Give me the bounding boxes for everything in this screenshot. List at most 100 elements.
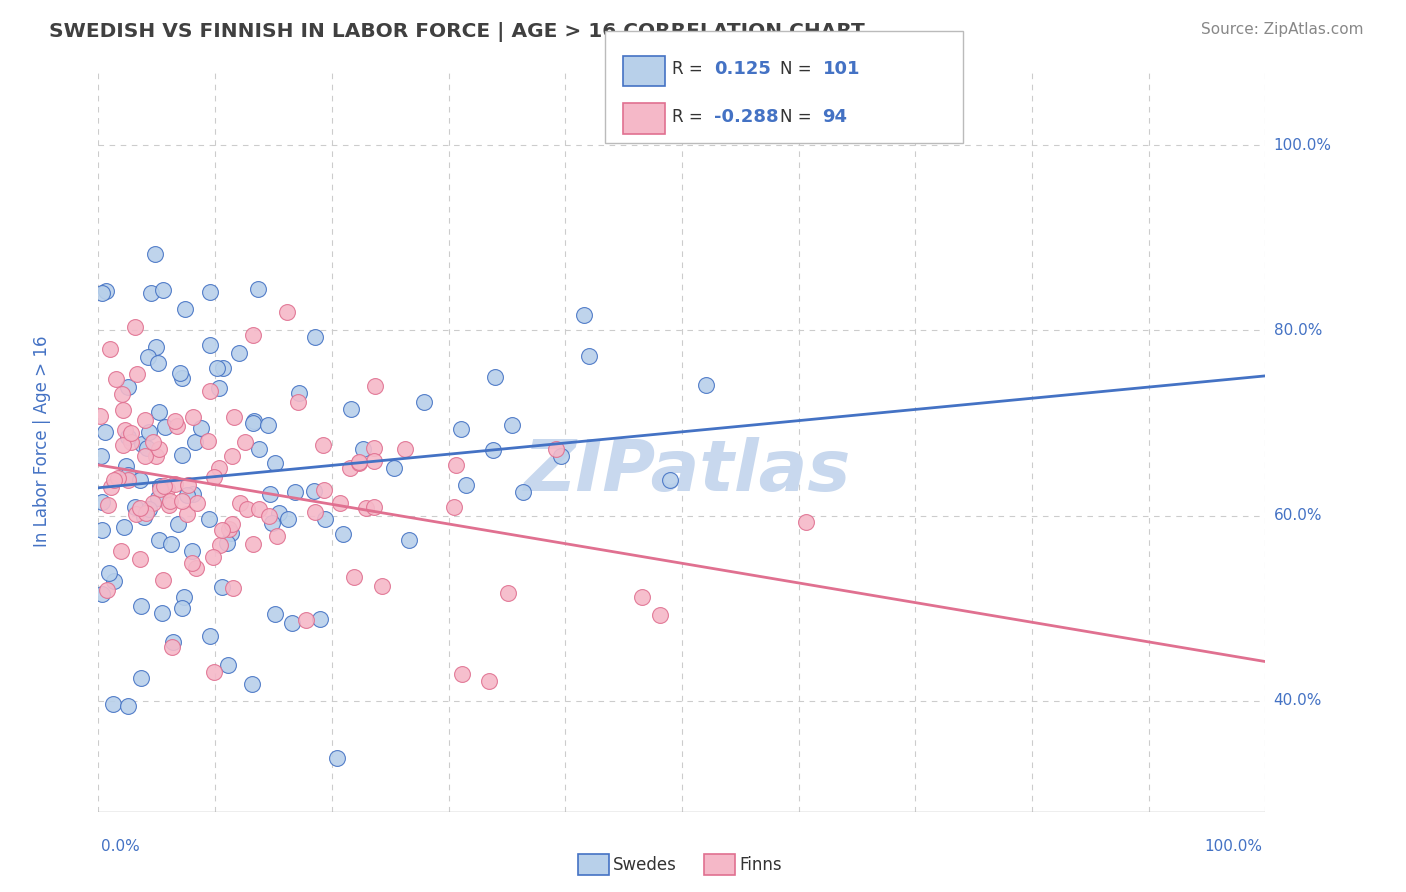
Point bbox=[103, 473, 125, 487]
Point bbox=[363, 442, 385, 456]
Point bbox=[186, 496, 208, 510]
Point bbox=[120, 434, 142, 449]
Point bbox=[304, 483, 326, 498]
Point bbox=[107, 471, 129, 485]
Text: Swedes: Swedes bbox=[613, 856, 676, 874]
Point bbox=[233, 435, 256, 450]
Point bbox=[242, 328, 264, 343]
Point bbox=[398, 533, 420, 547]
Point bbox=[257, 417, 280, 432]
Point bbox=[329, 496, 352, 510]
Text: R =: R = bbox=[672, 61, 709, 78]
Point bbox=[574, 308, 596, 322]
Text: Source: ZipAtlas.com: Source: ZipAtlas.com bbox=[1201, 22, 1364, 37]
Point bbox=[181, 487, 204, 501]
Point bbox=[169, 366, 191, 380]
Point bbox=[288, 385, 311, 400]
Point bbox=[131, 436, 153, 450]
Point bbox=[150, 606, 173, 620]
Point bbox=[120, 425, 142, 440]
Point bbox=[148, 442, 170, 457]
Point bbox=[266, 529, 288, 543]
Point bbox=[363, 454, 385, 468]
Point bbox=[100, 480, 122, 494]
Point bbox=[496, 586, 519, 600]
Point bbox=[208, 382, 231, 396]
Point bbox=[240, 677, 263, 691]
Point bbox=[148, 405, 170, 419]
Point bbox=[312, 483, 335, 497]
Point bbox=[512, 485, 534, 500]
Point bbox=[202, 549, 225, 564]
Text: Finns: Finns bbox=[740, 856, 782, 874]
Point bbox=[276, 305, 298, 319]
Point bbox=[695, 378, 717, 392]
Point bbox=[363, 500, 385, 515]
Point bbox=[153, 420, 176, 434]
Point bbox=[152, 573, 174, 587]
Point bbox=[173, 590, 195, 604]
Point bbox=[148, 533, 170, 548]
Text: 0.0%: 0.0% bbox=[101, 839, 141, 855]
Point bbox=[198, 337, 221, 351]
Point bbox=[166, 419, 188, 434]
Point bbox=[110, 543, 132, 558]
Text: 40.0%: 40.0% bbox=[1274, 693, 1322, 708]
Point bbox=[304, 505, 326, 519]
Point bbox=[314, 512, 336, 526]
Point bbox=[222, 410, 245, 425]
Point bbox=[172, 371, 194, 385]
Text: 100.0%: 100.0% bbox=[1274, 138, 1331, 153]
Point bbox=[221, 516, 243, 531]
Point bbox=[371, 579, 394, 593]
Point bbox=[176, 488, 198, 502]
Point bbox=[163, 414, 186, 428]
Text: -0.288: -0.288 bbox=[714, 108, 779, 126]
Point bbox=[326, 751, 349, 765]
Point bbox=[259, 487, 281, 501]
Point bbox=[456, 478, 478, 492]
Point bbox=[309, 612, 332, 626]
Point bbox=[117, 429, 139, 443]
Point bbox=[197, 434, 219, 448]
Point bbox=[91, 285, 114, 300]
Point bbox=[202, 665, 225, 679]
Point bbox=[115, 458, 138, 473]
Point bbox=[208, 461, 231, 475]
Point bbox=[143, 247, 166, 261]
Point bbox=[138, 502, 160, 516]
Point bbox=[172, 600, 194, 615]
Point bbox=[148, 491, 170, 505]
Point bbox=[176, 477, 198, 491]
Point bbox=[105, 372, 128, 386]
Point bbox=[478, 674, 501, 689]
Point bbox=[277, 512, 299, 526]
Point bbox=[156, 483, 179, 497]
Text: ZIPatlas: ZIPatlas bbox=[524, 437, 852, 506]
Text: N =: N = bbox=[780, 108, 817, 126]
Point bbox=[482, 443, 505, 458]
Point bbox=[267, 506, 290, 520]
Text: In Labor Force | Age > 16: In Labor Force | Age > 16 bbox=[34, 335, 52, 548]
Text: N =: N = bbox=[780, 61, 817, 78]
Point bbox=[658, 473, 681, 487]
Point bbox=[172, 448, 194, 462]
Point bbox=[134, 413, 156, 427]
Point bbox=[215, 535, 238, 549]
Point bbox=[352, 442, 374, 457]
Point bbox=[202, 470, 225, 484]
Point bbox=[394, 442, 416, 457]
Point bbox=[443, 500, 465, 515]
Point bbox=[228, 346, 250, 360]
Point bbox=[794, 515, 817, 529]
Point bbox=[281, 616, 304, 631]
Point bbox=[247, 282, 270, 296]
Point bbox=[129, 551, 152, 566]
Point bbox=[112, 520, 135, 534]
Point bbox=[162, 634, 184, 648]
Point bbox=[181, 409, 204, 424]
Point bbox=[125, 507, 148, 521]
Point bbox=[211, 524, 233, 538]
Point bbox=[117, 698, 139, 713]
Point bbox=[125, 368, 148, 382]
